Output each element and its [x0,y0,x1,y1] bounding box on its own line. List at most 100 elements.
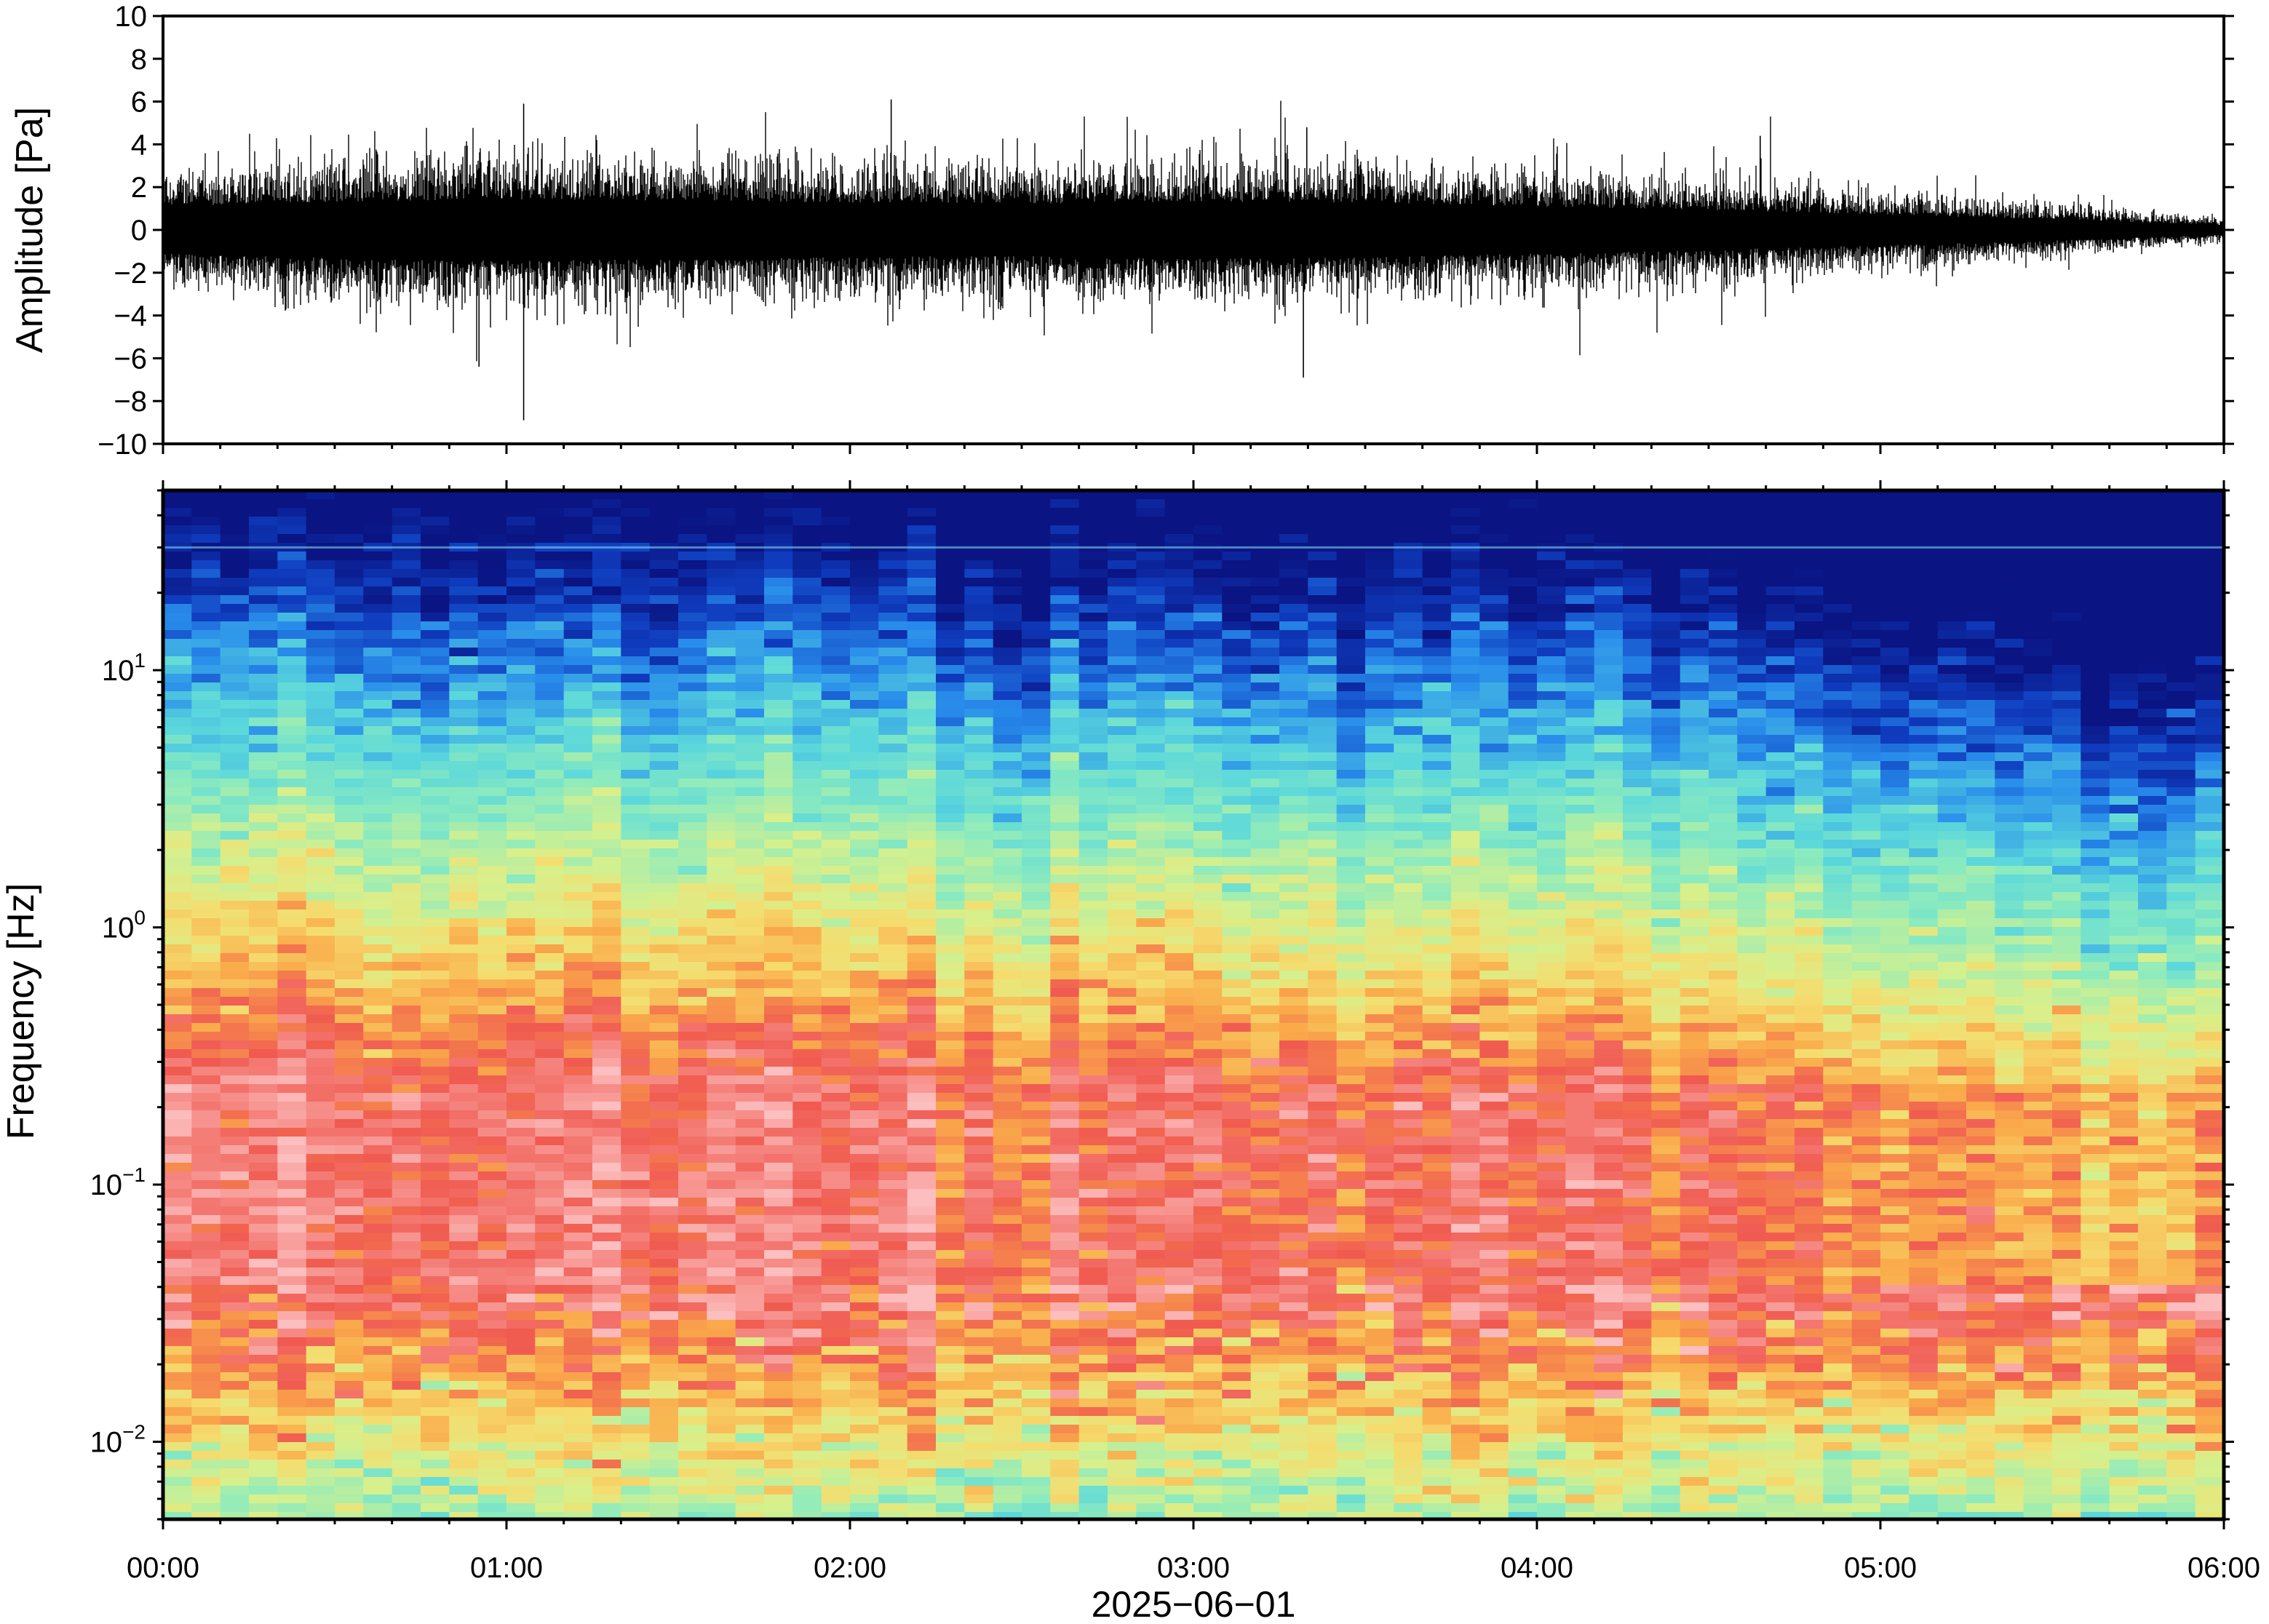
spectrogram-column [1508,490,1538,1519]
waveform-ytick-label: 6 [131,87,147,119]
spectrogram-column [1537,490,1567,1519]
spectrogram-column [2195,490,2224,1519]
spectrogram-column [1193,490,1223,1519]
spectrogram-column [1565,490,1595,1519]
waveform-ytick-label: 8 [131,44,147,76]
waveform-ytick-label: 2 [131,172,147,204]
waveform-ytick-label: −4 [114,300,147,333]
spectrogram-column [1937,490,1967,1519]
spectrogram-column [1164,490,1194,1519]
spectrogram-image [163,490,2224,1519]
spectrogram-column [1795,490,1824,1519]
spectrogram-column [764,490,794,1519]
spectrogram-column [621,490,651,1519]
spectrogram-column [421,490,450,1519]
spectrogram-column [2138,490,2168,1519]
spectrogram-xtick-label: 05:00 [1844,1552,1917,1584]
spectrogram-column [964,490,994,1519]
spectrogram-column [249,490,279,1519]
spectrogram-column [878,490,908,1519]
spectrogram-column [392,490,421,1519]
spectrogram-xtick-label: 00:00 [127,1552,199,1584]
spectrogram-column [1222,490,1252,1519]
spectrogram-column [1966,490,1996,1519]
spectrogram-column [2081,490,2110,1519]
spectrogram-column [1737,490,1767,1519]
waveform-trace [163,99,2224,421]
spectrogram-column [191,490,221,1519]
spectrogram-column [850,490,880,1519]
spectrogram-column [1422,490,1452,1519]
spectrogram-ytick-label: 101 [102,649,146,687]
spectrogram-column [535,490,565,1519]
spectrogram-column [993,490,1022,1519]
spectrogram-column [1250,490,1280,1519]
spectrogram-column [563,490,593,1519]
spectrogram-column [449,490,479,1519]
spectrogram-column [1365,490,1395,1519]
spectrogram-column [1479,490,1509,1519]
spectrogram-column [1851,490,1881,1519]
spectrogram-column [277,490,307,1519]
spectrogram-column [1022,490,1052,1519]
spectrogram-xtick-label: 02:00 [814,1552,886,1584]
spectrogram-column [220,490,250,1519]
spectrogram-column [735,490,765,1519]
spectrogram-ytick-labels: 10−2 10−1 100 101 [90,649,146,1459]
spectrogram-column [1279,490,1309,1519]
spectrogram-xtick-label: 04:00 [1501,1552,1573,1584]
spectrogram-xtick-label: 06:00 [2187,1552,2260,1584]
spectrogram-column [1765,490,1795,1519]
spectrogram-column [163,490,193,1519]
spectrogram-column [2023,490,2053,1519]
spectrogram-column [1880,490,1910,1519]
spectrogram-ytick-label: 10−2 [90,1421,146,1459]
spectrogram-column [1308,490,1338,1519]
spectrogram-column [1336,490,1366,1519]
waveform-ytick-label: −2 [114,258,147,290]
spectrogram-column [1451,490,1481,1519]
spectrogram-column [1651,490,1681,1519]
spectrogram-ytick-label: 100 [102,907,146,944]
spectrogram-column [2052,490,2082,1519]
spectrogram-column [1050,490,1080,1519]
waveform-frame [162,15,2225,445]
spectrogram-column [1078,490,1108,1519]
spectrogram-xtick-label: 03:00 [1157,1552,1230,1584]
waveform-ylabel: Amplitude [Pa] [9,107,51,353]
spectrogram-column [1680,490,1709,1519]
spectrogram-column [1995,490,2024,1519]
spectrogram-column [936,490,966,1519]
spectrogram-column [306,490,335,1519]
spectrogram-column [907,490,937,1519]
spectrogram-column [1909,490,1939,1519]
spectrogram-xtick-labels: 00:00 01:00 02:00 03:00 04:00 05:00 06:00 [127,1552,2260,1584]
spectrogram-column [477,490,507,1519]
spectrogram-column [649,490,679,1519]
spectrogram-column [2166,490,2196,1519]
spectrogram-column [363,490,393,1519]
waveform-panel: −10 −8 −6 −4 −2 0 2 4 6 8 10 Amplitude [Pa] [9,1,2234,461]
spectrogram-ylabel: Frequency [Hz] [0,883,42,1140]
spectrogram-column [1594,490,1624,1519]
spectrogram-column [1709,490,1738,1519]
spectrogram-panel: 10−2 10−1 100 101 00:00 01:00 02:00 03:00 04:00… [0,480,2260,1624]
spectrogram-column [2109,490,2139,1519]
spectrogram-column [678,490,708,1519]
waveform-ytick-label: 0 [131,215,147,247]
spectrogram-column [821,490,851,1519]
spectrogram-column [1823,490,1853,1519]
spectrogram-column [1394,490,1423,1519]
waveform-ytick-label: −10 [98,429,147,461]
waveform-ytick-label: −6 [114,343,147,375]
waveform-ytick-label: 10 [115,1,148,33]
waveform-ytick-labels: −10 −8 −6 −4 −2 0 2 4 6 8 10 [98,1,147,461]
spectrogram-column [1108,490,1137,1519]
waveform-envelope [163,100,2224,362]
spectrogram-column [1136,490,1166,1519]
spectrogram-frame [161,488,2226,1521]
spectrogram-column [792,490,822,1519]
waveform-ytick-label: −8 [114,386,147,418]
spectrogram-ytick-label: 10−1 [90,1163,146,1201]
